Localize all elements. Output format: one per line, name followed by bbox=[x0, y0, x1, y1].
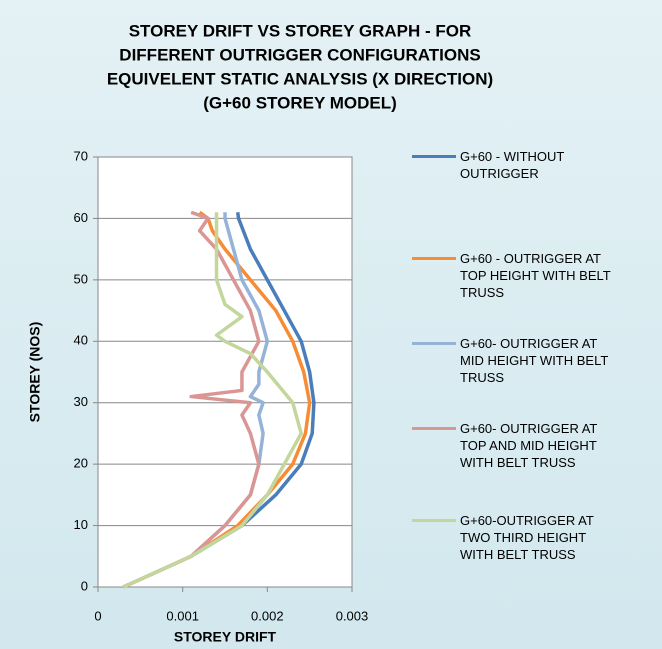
legend-item: G+60-OUTRIGGER AT TWO THIRD HEIGHT WITH … bbox=[412, 512, 620, 563]
chart-title: DIFFERENT OUTRIGGER CONFIGURATIONS bbox=[119, 45, 480, 64]
chart-title: (G+60 STOREY MODEL) bbox=[203, 93, 397, 112]
series-line bbox=[122, 212, 303, 589]
x-tick-label: 0.001 bbox=[166, 608, 199, 623]
x-tick-label: 0.002 bbox=[251, 608, 284, 623]
legend-label: G+60 - OUTRIGGER AT TOP HEIGHT WITH BELT… bbox=[460, 251, 611, 300]
x-tick-label: 0.003 bbox=[336, 608, 369, 623]
y-tick-label: 20 bbox=[74, 456, 88, 471]
legend-swatch bbox=[412, 519, 456, 522]
legend-label: G+60- OUTRIGGER AT MID HEIGHT WITH BELT … bbox=[460, 336, 609, 385]
legend-item: G+60 - WITHOUT OUTRIGGER bbox=[412, 148, 620, 182]
y-tick-label: 50 bbox=[74, 271, 88, 286]
legend-item: G+60- OUTRIGGER AT TOP AND MID HEIGHT WI… bbox=[412, 420, 620, 471]
x-axis-label: STOREY DRIFT bbox=[174, 629, 277, 645]
y-axis-label: STOREY (NOS) bbox=[27, 322, 43, 423]
legend-item: G+60 - OUTRIGGER AT TOP HEIGHT WITH BELT… bbox=[412, 250, 620, 301]
legend-swatch bbox=[412, 427, 456, 430]
legend-label: G+60 - WITHOUT OUTRIGGER bbox=[460, 149, 565, 181]
legend-swatch bbox=[412, 342, 456, 345]
y-tick-label: 70 bbox=[74, 148, 88, 163]
legend-swatch bbox=[412, 155, 456, 158]
y-tick-label: 60 bbox=[74, 210, 88, 225]
y-tick-label: 0 bbox=[81, 578, 88, 593]
legend-label: G+60-OUTRIGGER AT TWO THIRD HEIGHT WITH … bbox=[460, 513, 594, 562]
y-tick-label: 40 bbox=[74, 333, 88, 348]
y-tick-label: 10 bbox=[74, 517, 88, 532]
x-tick-label: 0 bbox=[94, 608, 101, 623]
series-line bbox=[122, 210, 261, 589]
legend-swatch bbox=[412, 257, 456, 260]
legend-label: G+60- OUTRIGGER AT TOP AND MID HEIGHT WI… bbox=[460, 421, 598, 470]
legend-item: G+60- OUTRIGGER AT MID HEIGHT WITH BELT … bbox=[412, 335, 620, 386]
chart-title: EQUIVELENT STATIC ANALYSIS (X DIRECTION) bbox=[107, 69, 493, 88]
chart-title: STOREY DRIFT VS STOREY GRAPH - FOR bbox=[129, 21, 472, 40]
y-tick-label: 30 bbox=[74, 394, 88, 409]
